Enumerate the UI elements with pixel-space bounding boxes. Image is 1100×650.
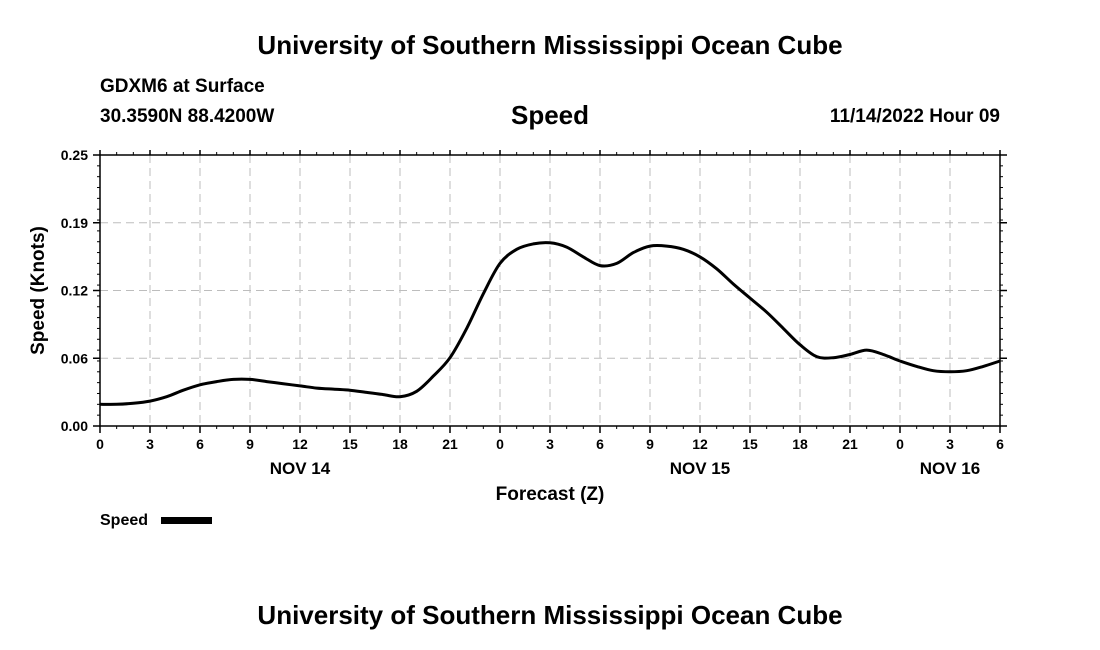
x-tick-label: 18 [792,436,808,452]
chart-title: Speed [510,100,590,130]
x-tick-label: 21 [442,436,458,452]
speed-series-line [99,241,1001,406]
page-title-bottom: University of Southern Mississippi Ocean… [257,600,843,630]
x-tick-label: 9 [246,436,254,452]
station-label: GDXM6 at Surface [100,76,265,97]
x-tick-label: 21 [842,436,858,452]
x-tick-label: 0 [96,436,104,452]
x-tick-label: 3 [546,436,554,452]
day-label: NOV 16 [920,459,980,478]
y-tick-label: 0.00 [61,418,88,434]
x-tick-label: 15 [742,436,758,452]
day-label: NOV 15 [670,459,730,478]
legend-swatch [161,517,212,524]
day-label: NOV 14 [270,459,331,478]
x-tick-labels: 0 3 6 9 12 15 18 21 0 3 6 9 12 15 18 21 0 3 6 [96,436,1004,452]
legend: Speed [100,512,212,529]
x-tick-label: 9 [646,436,654,452]
y-tick-label: 0.12 [61,283,88,299]
x-tick-label: 12 [292,436,308,452]
y-axis-label: Speed (Knots) [28,226,49,355]
chart-grid [100,155,1000,426]
y-tick-label: 0.06 [61,350,88,366]
x-tick-label: 3 [946,436,954,452]
x-tick-label: 0 [496,436,504,452]
page-title-top: University of Southern Mississippi Ocean… [257,30,843,60]
y-tick-label: 0.19 [61,215,88,231]
x-axis-label: Forecast (Z) [496,484,605,505]
y-tick-label: 0.25 [61,147,88,163]
x-tick-label: 12 [692,436,708,452]
x-tick-label: 15 [342,436,358,452]
coordinates-label: 30.3590N 88.4200W [100,106,275,127]
x-tick-label: 6 [196,436,204,452]
x-tick-label: 18 [392,436,408,452]
forecast-datetime: 11/14/2022 Hour 09 [829,106,1000,127]
y-tick-labels: 0.00 0.06 0.12 0.19 0.25 [61,147,88,434]
day-labels: NOV 14 NOV 15 NOV 16 [270,459,980,478]
x-tick-label: 3 [146,436,154,452]
axis-ticks [93,150,1007,433]
x-tick-label: 6 [596,436,604,452]
legend-label: Speed [100,512,148,529]
x-tick-label: 6 [996,436,1004,452]
x-tick-label: 0 [896,436,904,452]
